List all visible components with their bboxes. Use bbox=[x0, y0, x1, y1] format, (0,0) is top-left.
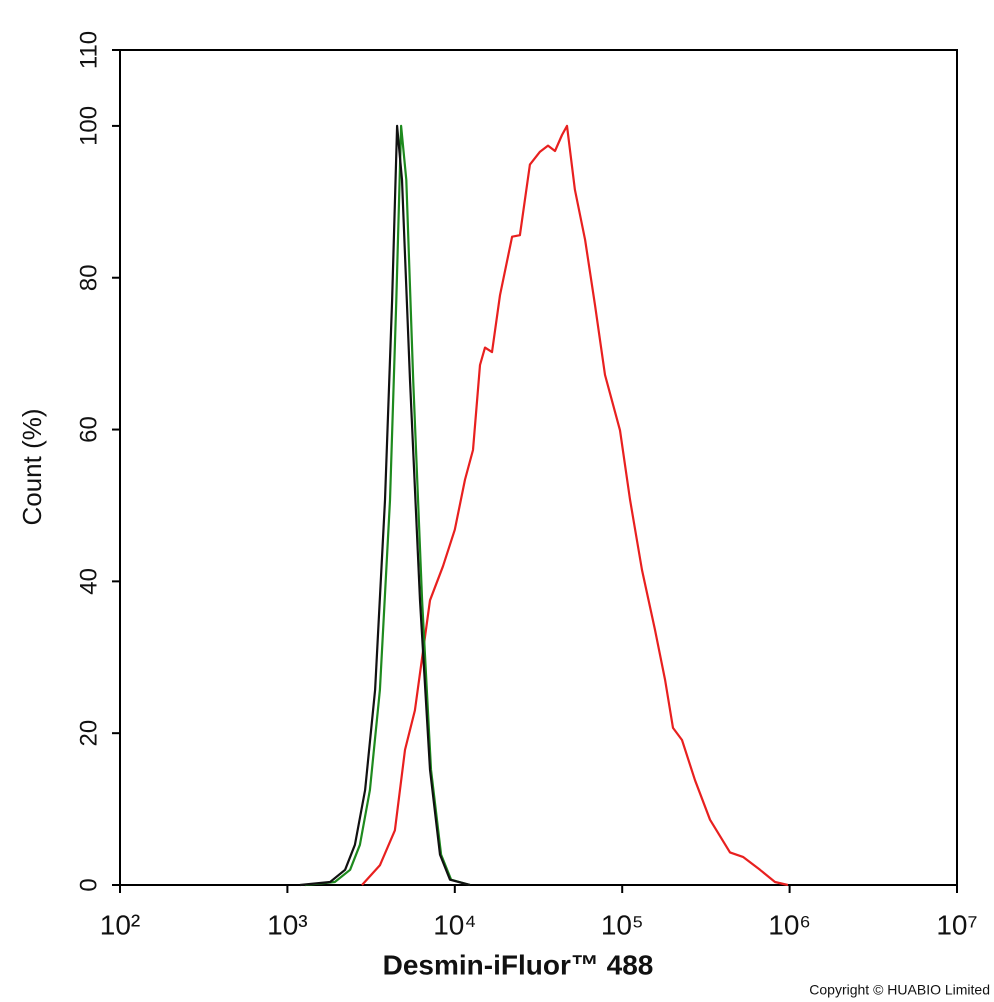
x-tick-label: 10⁴ bbox=[433, 909, 476, 940]
x-tick-label: 10⁷ bbox=[936, 909, 977, 940]
x-tick-label: 10³ bbox=[267, 909, 307, 940]
x-tick-label: 10² bbox=[100, 909, 140, 940]
y-tick-label: 40 bbox=[75, 568, 102, 595]
x-axis-label: Desmin-iFluor™ 488 bbox=[383, 949, 654, 980]
y-tick-label: 110 bbox=[75, 31, 102, 69]
y-tick-label: 100 bbox=[75, 106, 102, 146]
y-tick-label: 60 bbox=[75, 416, 102, 443]
x-tick-label: 10⁵ bbox=[601, 909, 644, 940]
histogram-line bbox=[299, 124, 471, 887]
plot-frame bbox=[119, 49, 958, 886]
y-tick-label: 80 bbox=[75, 264, 102, 291]
y-tick-label: 0 bbox=[75, 878, 102, 891]
y-axis-label: Count (%) bbox=[17, 408, 47, 525]
histogram-line bbox=[361, 124, 789, 887]
copyright: Copyright © HUABIO Limited bbox=[809, 982, 990, 998]
histogram-line bbox=[304, 124, 471, 887]
x-tick-label: 10⁶ bbox=[768, 909, 811, 940]
y-tick-label: 20 bbox=[75, 720, 102, 747]
